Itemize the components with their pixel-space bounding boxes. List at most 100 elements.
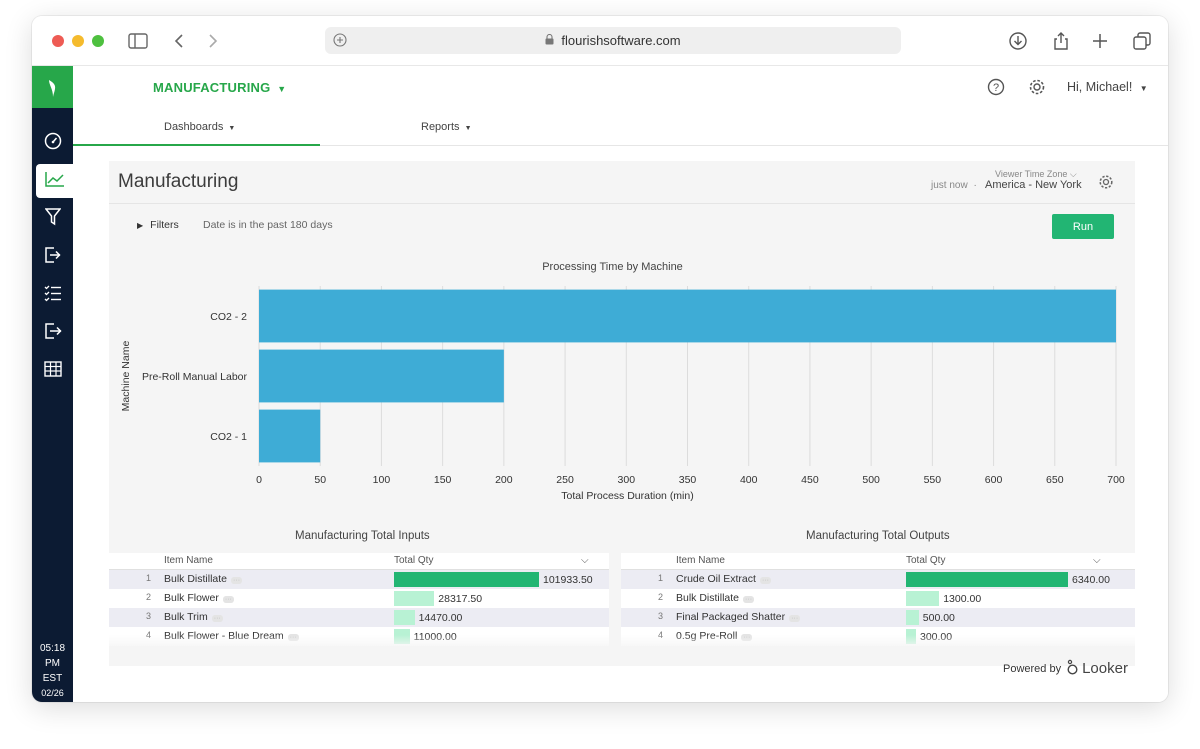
rail-item-inbound[interactable]: [32, 240, 73, 274]
col-header-item-name[interactable]: Item Name: [676, 555, 725, 566]
maximize-window-button[interactable]: [92, 35, 104, 47]
more-options-icon[interactable]: ···: [211, 615, 223, 622]
more-options-icon[interactable]: ···: [231, 577, 243, 584]
back-icon[interactable]: [168, 30, 190, 52]
dashboard-title: Manufacturing: [118, 171, 239, 192]
new-tab-icon[interactable]: [1089, 30, 1111, 52]
tab-reports[interactable]: Reports ▼: [421, 121, 472, 133]
timezone-hint[interactable]: Viewer Time Zone ⌵: [995, 169, 1077, 180]
chevron-down-icon: ⌵: [1069, 169, 1077, 179]
table-row[interactable]: 2 Bulk Flower ··· 28317.50: [109, 589, 609, 608]
item-name-cell: Bulk Trim ···: [164, 611, 223, 623]
caret-right-icon: ▶: [137, 221, 144, 230]
bar: [259, 289, 1116, 343]
dashboard-settings-icon[interactable]: [1098, 174, 1114, 195]
table-header: Item Name Total Qty ⌵: [621, 553, 1135, 570]
item-name-cell: Bulk Flower ···: [164, 592, 234, 604]
help-icon[interactable]: ?: [986, 77, 1006, 97]
sort-chevron-icon[interactable]: ⌵: [581, 555, 589, 566]
gear-icon[interactable]: [1027, 77, 1047, 97]
share-icon[interactable]: [1050, 30, 1072, 52]
y-axis-label: Machine Name: [120, 341, 132, 412]
x-tick-label: 100: [373, 474, 391, 486]
row-number: 2: [145, 592, 151, 602]
processing-time-chart: Processing Time by Machine 0 50 100 150 200 25…: [120, 261, 1125, 502]
x-axis-label: Total Process Duration (min): [561, 490, 693, 502]
app-header: MANUFACTURING ▼ ? Hi, Michael! ▼: [73, 66, 1168, 108]
sort-chevron-icon[interactable]: ⌵: [1093, 555, 1101, 566]
filters-toggle[interactable]: ▶ Filters: [137, 219, 179, 231]
checklist-icon: [44, 284, 62, 307]
download-icon[interactable]: [1007, 30, 1029, 52]
svg-text:?: ?: [993, 82, 999, 94]
qty-cell: 1300.00: [943, 593, 982, 605]
powered-by-label: Powered by: [1003, 662, 1062, 675]
flourish-logo[interactable]: [32, 66, 73, 108]
x-tick-label: 500: [862, 474, 880, 486]
module-switcher[interactable]: MANUFACTURING ▼: [153, 80, 286, 95]
rail-item-tasks[interactable]: [32, 278, 73, 312]
timezone-value: America - New York: [985, 179, 1082, 191]
table-row[interactable]: 2 Bulk Distillate ··· 1300.00: [621, 589, 1135, 608]
timezone-hint-label: Viewer Time Zone: [995, 169, 1068, 179]
col-header-item-name[interactable]: Item Name: [164, 555, 213, 566]
row-number: 3: [657, 611, 663, 621]
browser-window: flourishsoftware.com: [32, 16, 1168, 702]
table-icon: [43, 360, 62, 382]
qty-cell: 6340.00: [1072, 574, 1110, 586]
address-bar[interactable]: flourishsoftware.com: [325, 27, 901, 54]
qty-bar: [394, 591, 435, 606]
sidebar-toggle-icon[interactable]: [127, 30, 149, 52]
user-menu[interactable]: Hi, Michael! ▼: [1067, 80, 1148, 94]
y-category-label: CO2 - 2: [210, 311, 247, 323]
item-name-cell: Final Packaged Shatter ···: [676, 611, 801, 623]
table-header: Item Name Total Qty ⌵: [109, 553, 609, 570]
rail-item-dashboard[interactable]: [32, 126, 73, 160]
caret-down-icon: ▼: [277, 84, 287, 94]
x-tick-label: 300: [618, 474, 636, 486]
qty-bar: [906, 591, 940, 606]
x-tick-label: 350: [679, 474, 697, 486]
more-options-icon[interactable]: ···: [222, 596, 234, 603]
tab-dashboards[interactable]: Dashboards ▼: [164, 121, 235, 133]
table-row[interactable]: 3 Bulk Trim ··· 14470.00: [109, 608, 609, 627]
more-options-icon[interactable]: ···: [759, 577, 771, 584]
speedometer-icon: [44, 132, 62, 155]
forward-icon[interactable]: [202, 30, 224, 52]
run-button[interactable]: Run: [1052, 214, 1114, 239]
tab-dashboards-label: Dashboards: [164, 121, 224, 133]
rail-item-filter[interactable]: [32, 202, 73, 236]
table-row[interactable]: 1 Crude Oil Extract ··· 6340.00: [621, 570, 1135, 589]
tab-overview-icon[interactable]: [1131, 30, 1153, 52]
table-row[interactable]: 1 Bulk Distillate ··· 101933.50: [109, 570, 609, 589]
active-tab-indicator: [73, 144, 320, 146]
rail-item-reports[interactable]: [32, 354, 73, 388]
row-number: 1: [657, 573, 663, 583]
col-header-total-qty[interactable]: Total Qty: [394, 555, 434, 566]
row-number: 2: [657, 592, 663, 602]
dashboard-panel: Manufacturing Viewer Time Zone ⌵ just no…: [109, 161, 1135, 677]
user-greeting: Hi, Michael!: [1067, 80, 1133, 94]
x-tick-label: 550: [924, 474, 942, 486]
x-tick-label: 450: [801, 474, 819, 486]
add-page-icon[interactable]: [333, 33, 347, 50]
sign-out-icon: [44, 322, 62, 345]
table-fade: [109, 635, 1135, 649]
close-window-button[interactable]: [52, 35, 64, 47]
qty-bar: [906, 572, 1068, 587]
item-name-cell: Bulk Distillate ···: [676, 592, 755, 604]
left-nav-rail: 05:18 PM EST 02/26: [32, 66, 73, 702]
rail-item-analytics[interactable]: [36, 164, 73, 198]
browser-toolbar: flourishsoftware.com: [32, 16, 1168, 66]
item-name-cell: Crude Oil Extract ···: [676, 573, 771, 585]
qty-cell: 14470.00: [418, 612, 463, 624]
outputs-table: Item Name Total Qty ⌵ 1 Crude Oil Extract ···…: [621, 553, 1135, 646]
more-options-icon[interactable]: ···: [789, 615, 801, 622]
minimize-window-button[interactable]: [72, 35, 84, 47]
last-updated: just now ·: [931, 180, 977, 191]
more-options-icon[interactable]: ···: [743, 596, 755, 603]
rail-item-outbound[interactable]: [32, 316, 73, 350]
col-header-total-qty[interactable]: Total Qty: [906, 555, 946, 566]
item-name-cell: Bulk Distillate ···: [164, 573, 243, 585]
table-row[interactable]: 3 Final Packaged Shatter ··· 500.00: [621, 608, 1135, 627]
